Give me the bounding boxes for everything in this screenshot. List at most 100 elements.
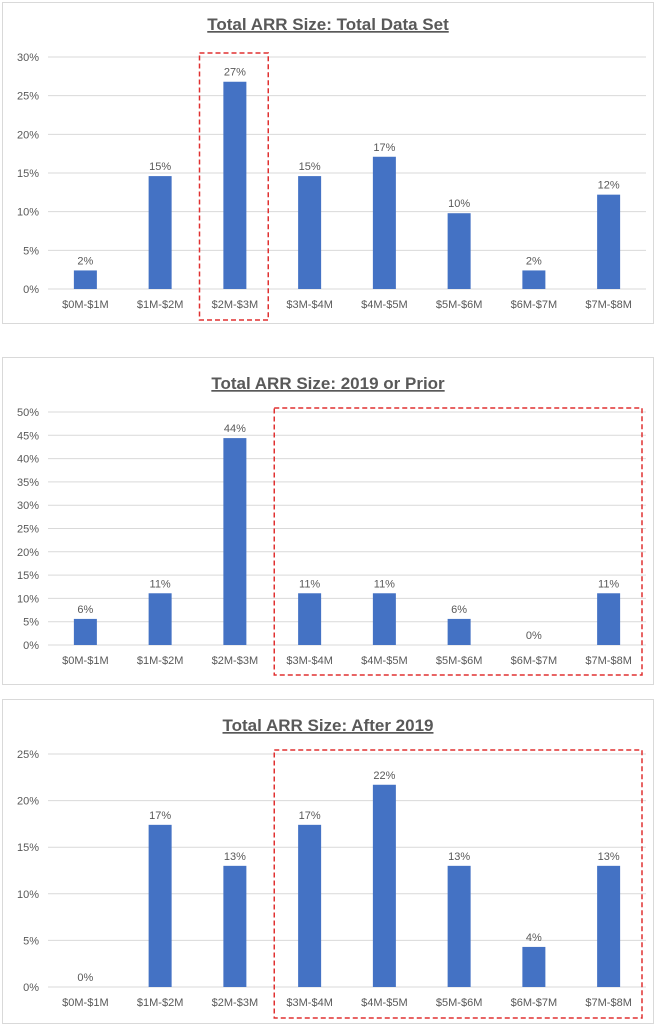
x-tick-label: $2M-$3M <box>212 997 258 1009</box>
x-tick-label: $3M-$4M <box>286 997 332 1009</box>
x-tick-label: $5M-$6M <box>436 997 482 1009</box>
y-tick-label: 5% <box>23 617 39 629</box>
y-tick-label: 5% <box>23 245 39 257</box>
x-tick-label: $1M-$2M <box>137 655 183 667</box>
data-label: 11% <box>598 578 619 590</box>
bar-0m-1m <box>73 618 97 645</box>
y-tick-label: 0% <box>23 284 39 296</box>
bar-5m-6m <box>447 618 471 645</box>
x-tick-label: $7M-$8M <box>585 655 631 667</box>
data-label: 0% <box>526 630 542 642</box>
y-tick-label: 20% <box>17 547 39 559</box>
y-tick-label: 20% <box>17 129 39 141</box>
x-tick-label: $1M-$2M <box>137 997 183 1009</box>
bar-3m-4m <box>298 176 322 289</box>
data-label: 13% <box>598 851 620 863</box>
data-label: 17% <box>373 142 395 154</box>
bar-4m-5m <box>372 593 396 645</box>
bar-3m-4m <box>298 824 322 987</box>
bar-4m-5m <box>372 784 396 987</box>
chart-title: Total ARR Size: After 2019 <box>223 716 434 735</box>
y-tick-label: 50% <box>17 407 39 419</box>
x-tick-label: $3M-$4M <box>286 655 332 667</box>
highlight-box <box>198 52 269 321</box>
data-label: 15% <box>299 161 321 173</box>
x-tick-label: $3M-$4M <box>286 299 332 311</box>
data-label: 2% <box>77 255 93 267</box>
chart-after-2019: Total ARR Size: After 2019 0% 5% 10% 15% 20% 2… <box>17 716 646 1019</box>
y-tick-label: 25% <box>17 91 39 103</box>
bar-2m-3m <box>223 81 247 289</box>
y-tick-label: 45% <box>17 430 39 442</box>
data-label: 2% <box>526 255 542 267</box>
y-tick-label: 15% <box>17 842 39 854</box>
data-label: 6% <box>77 604 93 616</box>
highlight-box <box>273 407 643 676</box>
x-tick-label: $0M-$1M <box>62 299 108 311</box>
data-label: 11% <box>374 578 395 590</box>
y-tick-label: 30% <box>17 500 39 512</box>
x-tick-label: $7M-$8M <box>585 997 631 1009</box>
bar-1m-2m <box>148 824 172 987</box>
bar-3m-4m <box>298 593 322 645</box>
x-tick-label: $2M-$3M <box>212 299 258 311</box>
data-label: 0% <box>77 972 93 984</box>
x-tick-label: $4M-$5M <box>361 299 407 311</box>
data-label: 17% <box>299 810 321 822</box>
y-tick-label: 15% <box>17 168 39 180</box>
bar-2m-3m <box>223 438 247 645</box>
bar-1m-2m <box>148 176 172 289</box>
y-tick-label: 10% <box>17 889 39 901</box>
x-tick-label: $0M-$1M <box>62 655 108 667</box>
y-tick-label: 0% <box>23 640 39 652</box>
x-tick-label: $5M-$6M <box>436 299 482 311</box>
bar-6m-7m <box>522 946 546 987</box>
y-tick-label: 0% <box>23 982 39 994</box>
x-tick-label: $4M-$5M <box>361 997 407 1009</box>
chart-title: Total ARR Size: Total Data Set <box>207 15 449 34</box>
highlight-box <box>273 749 643 1019</box>
bar-6m-7m <box>522 270 546 289</box>
bar-4m-5m <box>372 156 396 289</box>
bar-5m-6m <box>447 865 471 987</box>
chart-panel-total-data-set: Total ARR Size: Total Data Set 0% 5% 10% 15%… <box>2 2 654 324</box>
y-tick-label: 20% <box>17 796 39 808</box>
x-tick-label: $6M-$7M <box>511 997 557 1009</box>
data-label: 13% <box>448 851 470 863</box>
chart-panel-2019-or-prior: Total ARR Size: 2019 or Prior 0% 5% 10% 15% 2… <box>2 357 654 685</box>
y-tick-label: 25% <box>17 524 39 536</box>
data-label: 27% <box>224 67 246 79</box>
chart-title: Total ARR Size: 2019 or Prior <box>211 374 445 393</box>
data-label: 12% <box>598 180 620 192</box>
chart-panel-after-2019: Total ARR Size: After 2019 0% 5% 10% 15% 20% 2… <box>2 699 654 1024</box>
data-label: 17% <box>149 810 171 822</box>
y-tick-label: 25% <box>17 749 39 761</box>
x-tick-label: $0M-$1M <box>62 997 108 1009</box>
x-tick-label: $5M-$6M <box>436 655 482 667</box>
bar-7m-8m <box>597 194 621 289</box>
x-tick-label: $4M-$5M <box>361 655 407 667</box>
x-tick-label: $7M-$8M <box>585 299 631 311</box>
data-label: 13% <box>224 851 246 863</box>
y-tick-label: 35% <box>17 477 39 489</box>
data-label: 4% <box>526 932 542 944</box>
bar-2m-3m <box>223 865 247 987</box>
y-tick-label: 40% <box>17 454 39 466</box>
bar-7m-8m <box>597 865 621 987</box>
bar-1m-2m <box>148 593 172 645</box>
data-label: 44% <box>224 423 246 435</box>
bar-0m-1m <box>73 270 97 289</box>
chart-2019-or-prior: Total ARR Size: 2019 or Prior 0% 5% 10% 15% 2… <box>17 374 646 676</box>
x-tick-label: $2M-$3M <box>212 655 258 667</box>
bar-7m-8m <box>597 593 621 645</box>
x-tick-label: $1M-$2M <box>137 299 183 311</box>
y-tick-label: 15% <box>17 570 39 582</box>
data-label: 10% <box>448 198 470 210</box>
chart-total-data-set: Total ARR Size: Total Data Set 0% 5% 10% 15%… <box>17 15 646 321</box>
data-label: 6% <box>451 604 467 616</box>
data-label: 22% <box>373 770 395 782</box>
x-tick-label: $6M-$7M <box>511 655 557 667</box>
x-tick-label: $6M-$7M <box>511 299 557 311</box>
data-label: 11% <box>150 578 171 590</box>
y-tick-label: 30% <box>17 52 39 64</box>
